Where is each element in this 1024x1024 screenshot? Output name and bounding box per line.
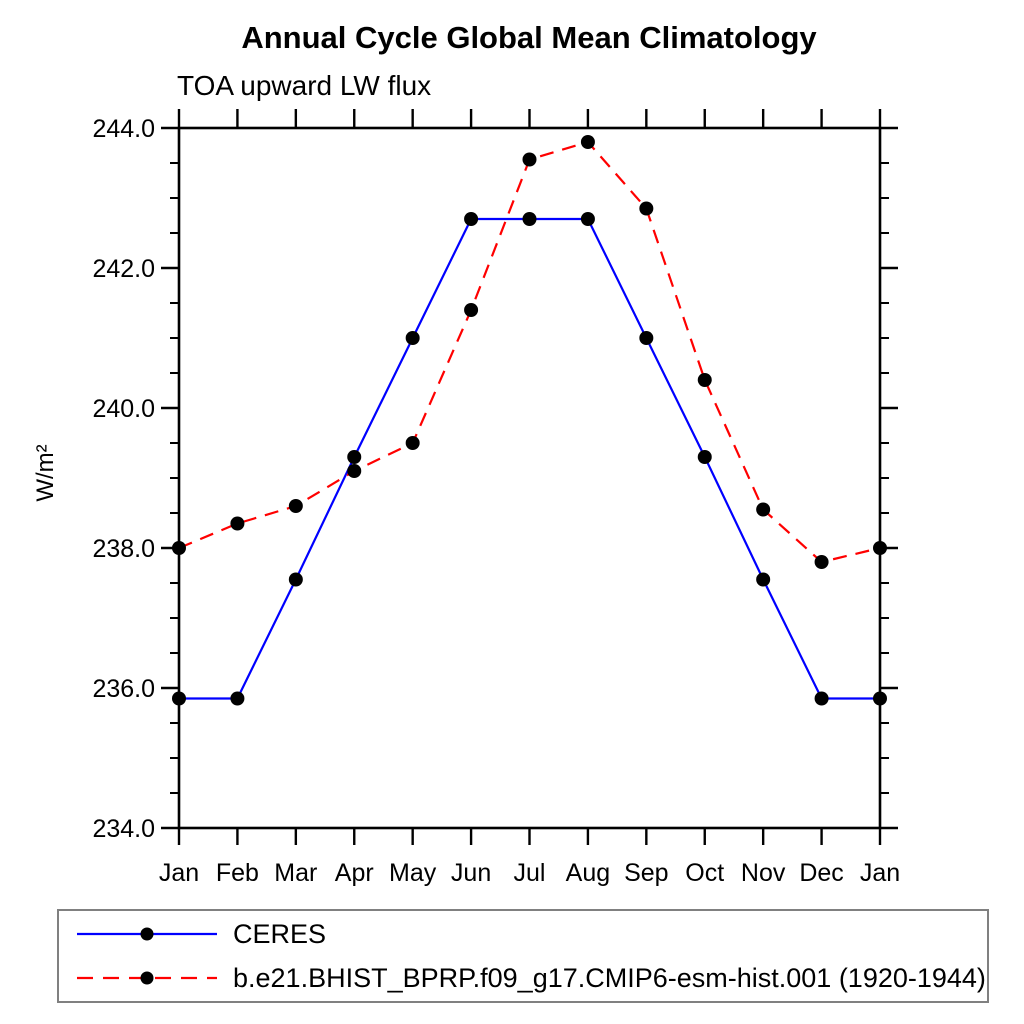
data-point-marker	[172, 691, 186, 706]
x-tick-label: Aug	[566, 859, 610, 887]
x-tick-label: Dec	[799, 859, 843, 887]
data-point-marker	[288, 572, 303, 587]
data-point-marker	[522, 212, 537, 226]
data-point-marker	[288, 499, 303, 513]
data-point-marker	[347, 450, 362, 464]
data-point-marker	[814, 691, 829, 706]
x-tick-label: Mar	[274, 859, 317, 887]
data-point-marker	[405, 331, 420, 345]
data-point-marker	[580, 212, 595, 226]
data-point-marker	[814, 555, 829, 569]
data-point-marker	[873, 541, 887, 555]
data-point-marker	[230, 691, 245, 706]
y-tick-label: 242.0	[92, 255, 155, 283]
x-tick-label: Jun	[451, 859, 491, 887]
y-tick-label: 244.0	[92, 115, 155, 143]
legend-marker-dot	[140, 971, 154, 985]
legend-item-model: b.e21.BHIST_BPRP.f09_g17.CMIP6-esm-hist.…	[75, 956, 987, 1000]
legend: CERES b.e21.BHIST_BPRP.f09_g17.CMIP6-esm…	[57, 909, 989, 1003]
series-line-dashed	[178, 140, 881, 564]
series-line-solid	[179, 217, 880, 700]
data-point-marker	[756, 572, 771, 587]
x-tick-label: Nov	[741, 859, 786, 887]
x-tick-label: Oct	[685, 859, 724, 887]
data-point-marker	[347, 464, 362, 478]
chart-subtitle: TOA upward LW flux	[177, 70, 432, 101]
data-point-marker	[522, 152, 537, 167]
x-tick-label: Feb	[216, 859, 259, 887]
legend-line-sample-solid	[77, 927, 217, 941]
data-point-marker	[405, 436, 420, 450]
y-tick-label: 236.0	[92, 675, 155, 703]
chart-title: Annual Cycle Global Mean Climatology	[241, 20, 817, 55]
x-tick-label: Sep	[624, 859, 668, 887]
data-point-marker	[464, 212, 479, 226]
x-tick-label: Jul	[514, 859, 546, 887]
plot-frame	[177, 126, 882, 830]
legend-label-model: b.e21.BHIST_BPRP.f09_g17.CMIP6-esm-hist.…	[233, 962, 986, 993]
y-tick-label: 234.0	[92, 815, 155, 843]
data-point-marker	[172, 541, 186, 555]
data-point-marker	[639, 201, 654, 216]
data-point-marker	[697, 450, 712, 464]
x-tick-label: May	[389, 859, 437, 887]
data-point-marker	[580, 135, 595, 149]
x-tick-label: Apr	[335, 859, 374, 887]
x-tick-label: Jan	[860, 859, 900, 887]
data-point-marker	[873, 691, 887, 706]
legend-marker-dot	[140, 927, 154, 941]
legend-line-sample-dashed	[77, 971, 217, 985]
data-point-marker	[230, 516, 245, 531]
x-tick-label: Jan	[159, 859, 199, 887]
legend-item-ceres: CERES	[75, 912, 987, 956]
y-tick-label: 240.0	[92, 395, 155, 423]
y-tick-label: 238.0	[92, 535, 155, 563]
data-point-marker	[464, 303, 479, 317]
data-point-marker	[756, 502, 771, 517]
legend-label-ceres: CERES	[233, 918, 327, 949]
data-point-marker	[697, 373, 712, 387]
data-point-marker	[639, 331, 654, 345]
